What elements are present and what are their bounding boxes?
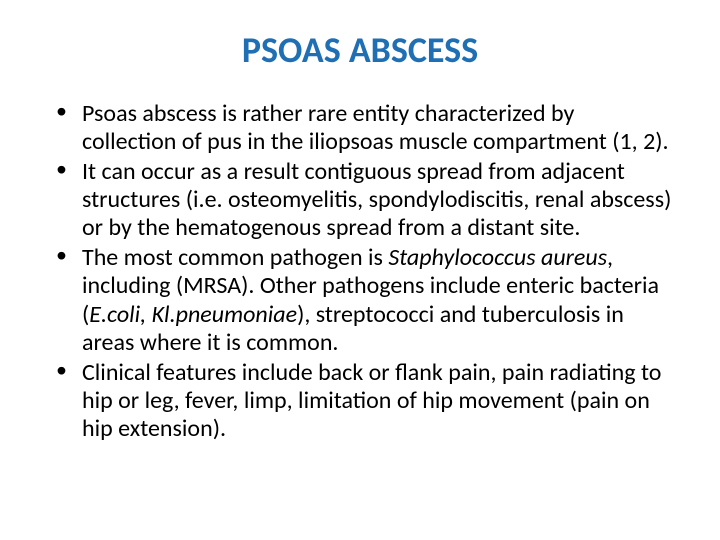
bullet-text-run: Clinical features include back or flank … — [82, 358, 661, 443]
slide: PSOAS ABSCESS Psoas abscess is rather ra… — [0, 0, 720, 540]
bullet-text-run: It can occur as a result contiguous spre… — [82, 157, 671, 242]
bullet-text-run: The most common pathogen is — [82, 243, 388, 272]
bullet-item: It can occur as a result contiguous spre… — [48, 158, 672, 242]
bullet-text-run: Staphylococcus aureus — [388, 243, 607, 272]
bullet-item: The most common pathogen is Staphylococc… — [48, 244, 672, 356]
bullet-text-run: Psoas abscess is rather rare entity char… — [82, 99, 669, 156]
slide-title: PSOAS ABSCESS — [48, 28, 672, 72]
bullet-item: Clinical features include back or flank … — [48, 359, 672, 443]
bullet-text-run: E.coli, Kl.pneumoniae — [89, 300, 297, 329]
bullet-list: Psoas abscess is rather rare entity char… — [48, 100, 672, 443]
bullet-item: Psoas abscess is rather rare entity char… — [48, 100, 672, 156]
